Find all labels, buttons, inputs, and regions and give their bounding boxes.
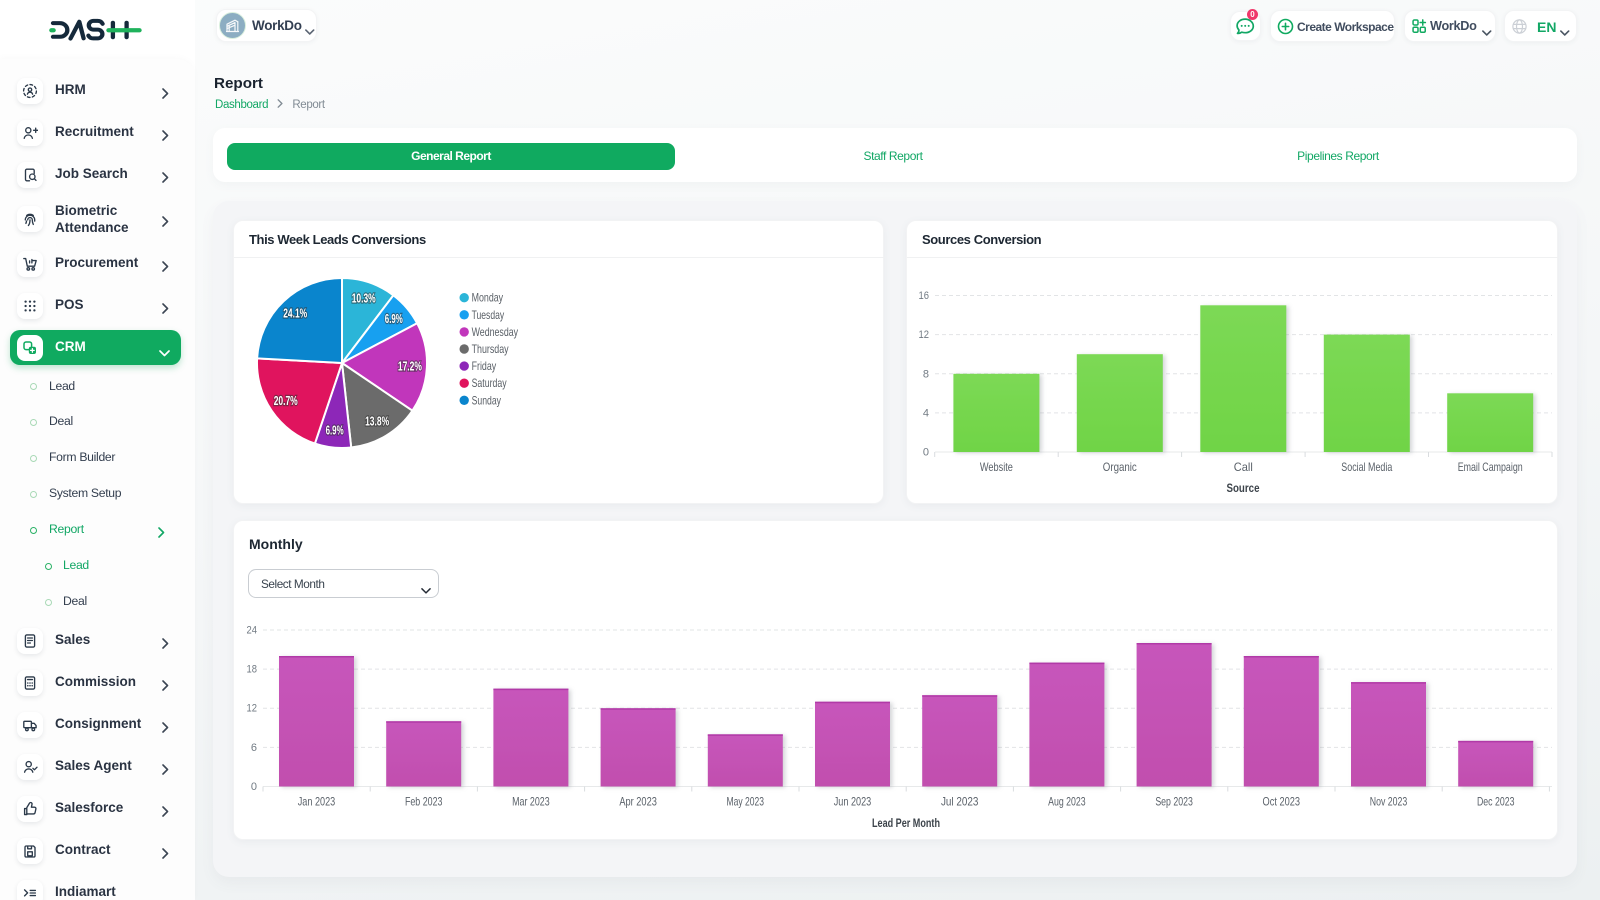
svg-text:6: 6 xyxy=(251,742,257,754)
svg-text:Dec 2023: Dec 2023 xyxy=(1477,795,1515,809)
svg-text:12: 12 xyxy=(247,703,258,715)
svg-text:24: 24 xyxy=(247,625,258,637)
svg-text:Jan 2023: Jan 2023 xyxy=(298,795,336,809)
svg-text:Oct 2023: Oct 2023 xyxy=(1263,795,1301,809)
svg-text:Aug 2023: Aug 2023 xyxy=(1048,795,1086,809)
svg-text:13.8%: 13.8% xyxy=(365,414,389,428)
svg-text:24.1%: 24.1% xyxy=(283,307,307,321)
svg-text:10.3%: 10.3% xyxy=(352,292,376,306)
svg-text:18: 18 xyxy=(247,664,258,676)
svg-text:Call: Call xyxy=(1234,460,1253,474)
svg-text:Nov 2023: Nov 2023 xyxy=(1370,795,1408,809)
svg-text:Thursday: Thursday xyxy=(472,342,509,356)
svg-text:8: 8 xyxy=(923,368,929,380)
svg-text:Feb 2023: Feb 2023 xyxy=(405,795,443,809)
svg-text:16: 16 xyxy=(919,290,930,302)
svg-text:Jul 2023: Jul 2023 xyxy=(941,795,979,809)
svg-text:Organic: Organic xyxy=(1103,460,1137,474)
svg-text:6.9%: 6.9% xyxy=(326,424,344,438)
svg-text:Sep 2023: Sep 2023 xyxy=(1155,795,1193,809)
svg-text:Source: Source xyxy=(1227,481,1260,495)
svg-text:12: 12 xyxy=(919,329,930,341)
svg-text:Mar 2023: Mar 2023 xyxy=(512,795,550,809)
svg-text:Friday: Friday xyxy=(472,359,497,373)
svg-text:Wednesday: Wednesday xyxy=(472,325,518,339)
svg-text:May 2023: May 2023 xyxy=(727,795,765,809)
svg-text:Saturday: Saturday xyxy=(472,376,507,390)
svg-text:Lead Per Month: Lead Per Month xyxy=(872,816,940,830)
svg-text:Social Media: Social Media xyxy=(1341,460,1392,474)
svg-text:Email Campaign: Email Campaign xyxy=(1458,460,1523,474)
svg-text:0: 0 xyxy=(923,447,929,459)
svg-text:4: 4 xyxy=(923,407,929,419)
svg-text:Jun 2023: Jun 2023 xyxy=(834,795,872,809)
svg-text:20.7%: 20.7% xyxy=(274,394,298,408)
svg-text:Tuesday: Tuesday xyxy=(472,308,505,322)
svg-text:Monday: Monday xyxy=(472,291,504,305)
svg-text:0: 0 xyxy=(251,781,257,793)
svg-text:Website: Website xyxy=(980,460,1013,474)
svg-text:Apr 2023: Apr 2023 xyxy=(619,795,657,809)
svg-text:17.2%: 17.2% xyxy=(398,360,422,374)
svg-text:6.9%: 6.9% xyxy=(385,312,403,326)
svg-text:Sunday: Sunday xyxy=(472,393,501,407)
